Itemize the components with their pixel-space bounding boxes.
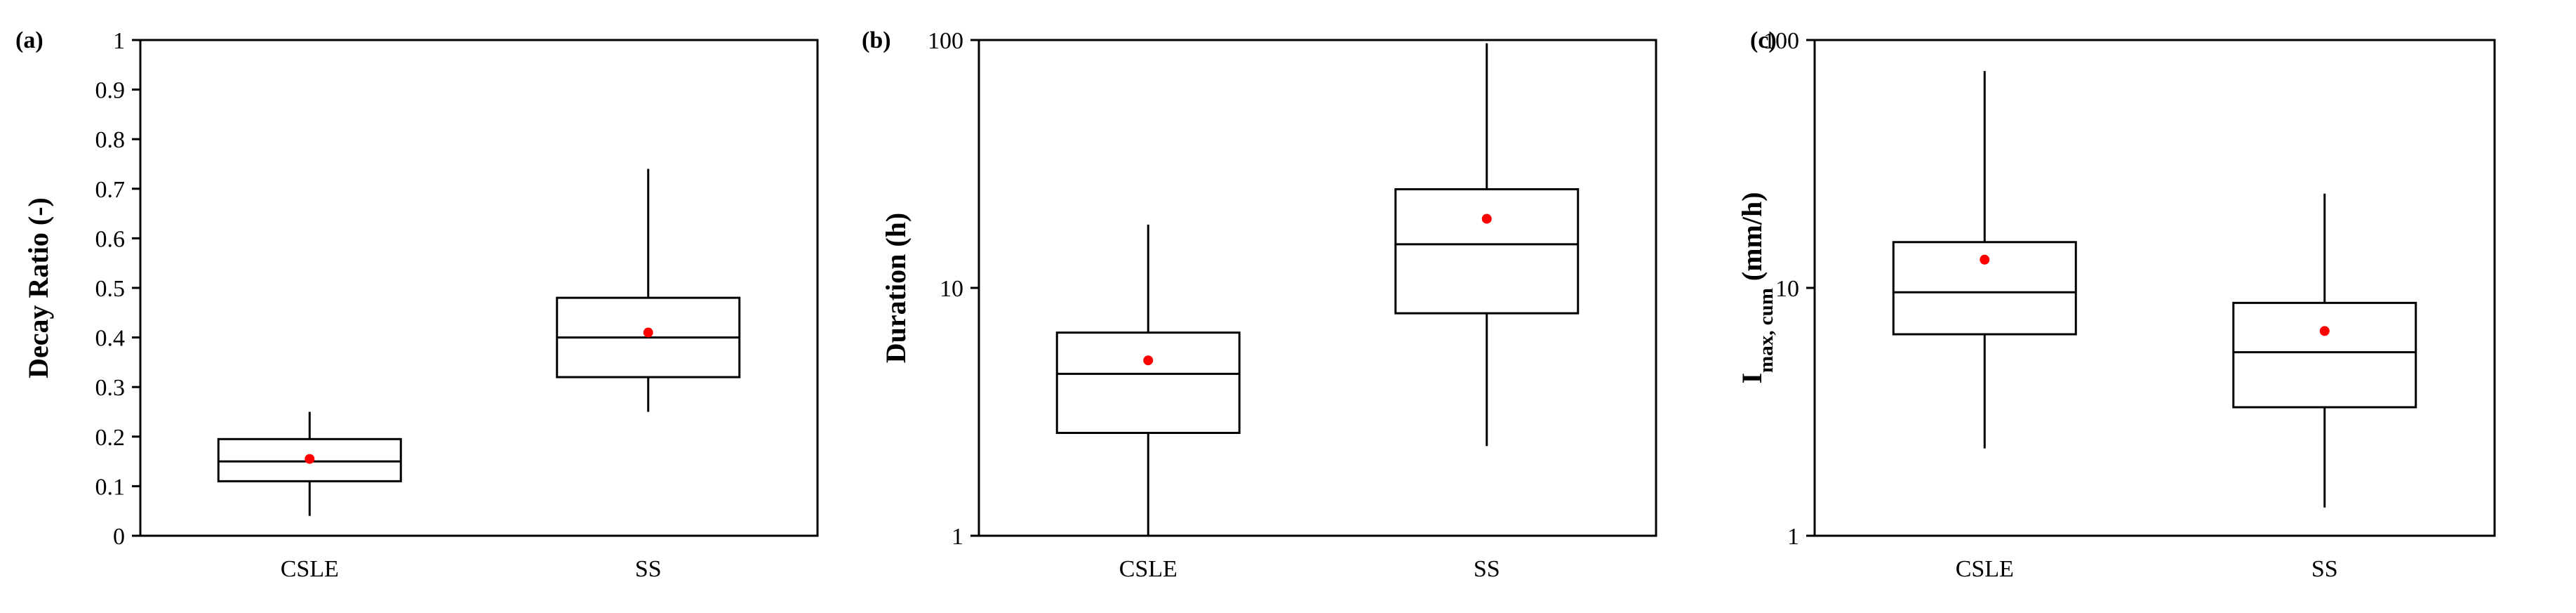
x-category-label: SS xyxy=(1474,556,1500,582)
box-ss xyxy=(556,169,741,412)
panel-label: (b) xyxy=(862,27,891,53)
y-tick-label: 1 xyxy=(113,28,125,54)
mean-marker xyxy=(1143,355,1154,366)
interquartile-box xyxy=(2232,301,2417,409)
panel-label: (a) xyxy=(15,27,44,53)
chart-panel-2: 1 10 100 (b) Duration (h) CSLE SS xyxy=(862,27,1657,582)
x-category-label: CSLE xyxy=(1119,556,1177,582)
box-ss xyxy=(2232,193,2417,508)
y-tick-label: 0.9 xyxy=(95,78,126,104)
box-csle xyxy=(217,411,402,516)
y-tick-label: 0.8 xyxy=(95,127,126,153)
box-ss xyxy=(1394,43,1580,447)
y-tick-label: 0.2 xyxy=(95,425,126,451)
mean-marker xyxy=(305,454,315,464)
y-axis-title: Decay Ratio (-) xyxy=(22,197,54,378)
y-tick-label: 10 xyxy=(1775,276,1799,302)
interquartile-box xyxy=(1055,331,1241,435)
y-tick-label: 0.3 xyxy=(95,375,126,401)
panel-label: (c) xyxy=(1750,27,1777,53)
y-axis-title-unit: (mm/h) xyxy=(1736,192,1768,288)
x-category-label: SS xyxy=(635,556,662,582)
mean-marker xyxy=(2319,326,2330,336)
chart-panel-3: 1 10 100(c) Imax, cum (mm/h) CSLE SS xyxy=(1736,27,2496,582)
y-tick-label: 0.7 xyxy=(95,177,126,203)
y-tick-label: 1 xyxy=(1787,524,1799,550)
x-category-label: CSLE xyxy=(1956,556,2014,582)
y-axis-title: Duration (h) xyxy=(880,213,912,363)
y-tick-label: 0.1 xyxy=(95,474,126,500)
interquartile-box xyxy=(1394,188,1580,315)
y-tick-label: 0 xyxy=(113,524,125,550)
mean-marker xyxy=(643,327,653,338)
x-category-label: SS xyxy=(2311,556,2338,582)
chart-panel-1: 0 0.1 0.2 0.3 0.4 0.5 0.6 0.7 0.8 0.9 1 (a) Decay Ra… xyxy=(15,27,819,582)
y-tick-label: 10 xyxy=(940,276,963,302)
y-tick-label: 0.6 xyxy=(95,226,126,252)
y-tick-label: 0.5 xyxy=(95,276,126,302)
y-tick-label: 100 xyxy=(928,28,963,54)
y-tick-label: 1 xyxy=(952,524,963,550)
y-tick-label: 100 xyxy=(1763,28,1799,54)
mean-marker xyxy=(1980,254,1990,265)
mean-marker xyxy=(1481,213,1492,224)
box-csle xyxy=(1055,224,1241,536)
x-category-label: CSLE xyxy=(281,556,339,582)
y-axis-title: Imax, cum (mm/h) xyxy=(1736,192,1777,383)
y-axis-title-subscript: max, cum xyxy=(1755,288,1777,373)
y-tick-label: 0.4 xyxy=(95,326,126,352)
box-csle xyxy=(1892,71,2077,449)
